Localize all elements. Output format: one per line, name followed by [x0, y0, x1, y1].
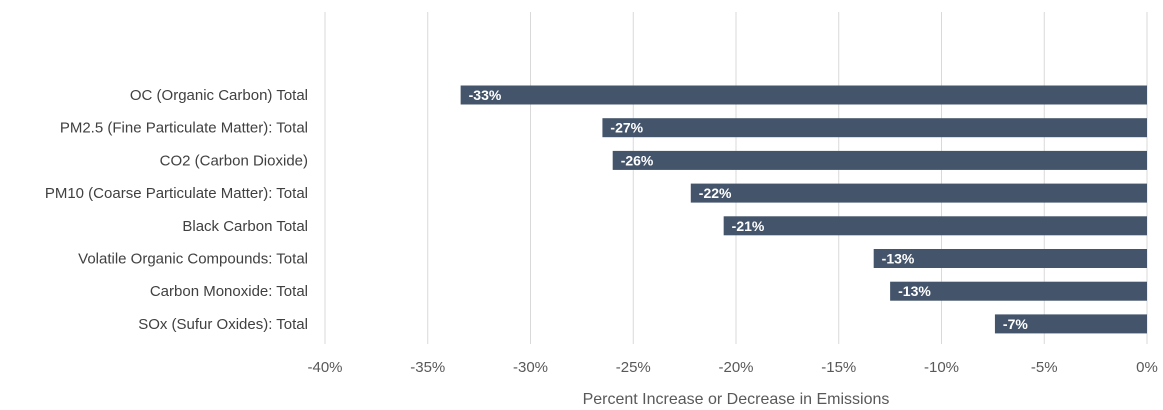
category-labels: OC (Organic Carbon) Total PM2.5 (Fine Par…: [45, 87, 308, 333]
gridlines: [324, 12, 1148, 344]
data-label: -21%: [732, 218, 765, 234]
bar: [460, 85, 1147, 105]
data-label: -13%: [898, 283, 931, 299]
data-label: -33%: [469, 87, 502, 103]
bars: -33% -27% -26% -22% -21% -13% -13% -7%: [460, 85, 1147, 334]
x-tick-label: -5%: [1031, 359, 1058, 376]
category-label: SOx (Sufur Oxides): Total: [138, 316, 308, 333]
category-label: PM10 (Coarse Particulate Matter): Total: [45, 185, 308, 202]
x-axis-title: Percent Increase or Decrease in Emission…: [583, 391, 890, 408]
category-label: OC (Organic Carbon) Total: [130, 87, 308, 104]
data-label: -26%: [621, 152, 654, 168]
data-label: -13%: [882, 251, 915, 267]
data-label: -22%: [699, 185, 732, 201]
x-tick-label: -30%: [513, 359, 548, 376]
category-label: Volatile Organic Compounds: Total: [78, 251, 308, 268]
bar: [602, 118, 1147, 138]
category-label: Black Carbon Total: [182, 218, 308, 235]
x-tick-label: -10%: [924, 359, 959, 376]
bar: [890, 281, 1147, 301]
bar: [612, 150, 1147, 170]
x-tick-label: 0%: [1136, 359, 1158, 376]
x-tick-label: -25%: [616, 359, 651, 376]
data-label: -27%: [610, 120, 643, 136]
category-label: Carbon Monoxide: Total: [150, 283, 308, 300]
bar: [994, 314, 1147, 334]
x-tick-label: -40%: [307, 359, 342, 376]
category-label: CO2 (Carbon Dioxide): [160, 152, 308, 169]
category-label: PM2.5 (Fine Particulate Matter): Total: [60, 120, 308, 137]
bar: [690, 183, 1147, 203]
bar: [723, 216, 1147, 236]
x-tick-label: -20%: [718, 359, 753, 376]
data-label: -7%: [1003, 316, 1028, 332]
x-tick-label: -15%: [821, 359, 856, 376]
x-tick-labels: -40% -35% -30% -25% -20% -15% -10% -5% 0%: [307, 359, 1157, 376]
bar: [873, 249, 1147, 268]
x-tick-label: -35%: [410, 359, 445, 376]
